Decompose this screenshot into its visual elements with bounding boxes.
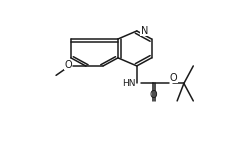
Text: O: O	[149, 90, 157, 100]
Text: HN: HN	[122, 79, 135, 88]
Text: N: N	[141, 26, 148, 36]
Text: O: O	[64, 60, 72, 70]
Text: O: O	[170, 73, 177, 83]
